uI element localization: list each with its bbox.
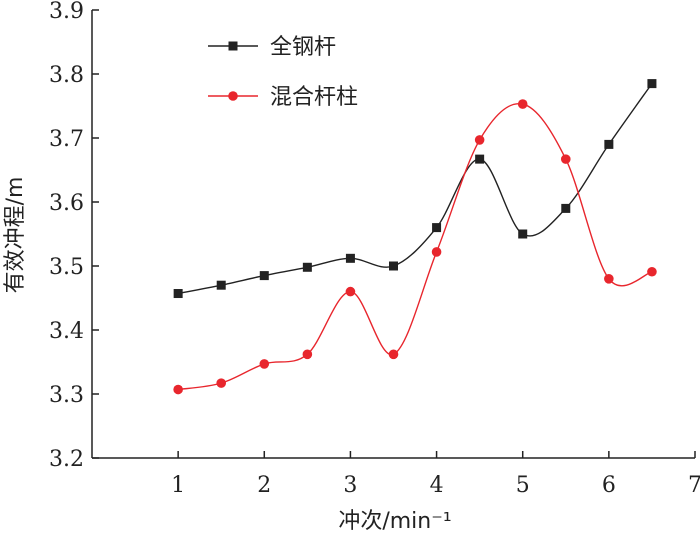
y-tick-label: 3.7 xyxy=(49,127,84,152)
data-point xyxy=(389,261,398,271)
data-point xyxy=(475,154,485,164)
legend-marker xyxy=(228,91,238,101)
data-point xyxy=(302,262,312,272)
series-1-line xyxy=(178,83,653,295)
x-tick-label: 6 xyxy=(602,473,616,498)
data-point xyxy=(560,154,571,164)
legend-item-2: 混合杆柱 xyxy=(208,85,358,110)
series-2 xyxy=(173,99,657,395)
x-tick-label: 5 xyxy=(516,473,530,498)
data-point xyxy=(647,266,657,277)
data-point xyxy=(647,79,657,89)
y-tick-label: 3.2 xyxy=(49,447,84,472)
data-point xyxy=(561,203,571,213)
y-axis-title: 有效冲程/m xyxy=(3,177,28,294)
data-point xyxy=(604,139,614,149)
data-point xyxy=(302,349,313,360)
y-tick-label: 3.8 xyxy=(49,63,84,88)
data-point xyxy=(173,384,183,395)
data-point xyxy=(259,271,269,281)
y-tick-label: 3.3 xyxy=(49,383,84,408)
y-tick-label: 3.5 xyxy=(49,255,84,280)
series-1 xyxy=(173,79,657,299)
data-point xyxy=(517,99,528,109)
data-point xyxy=(388,349,399,360)
data-point xyxy=(216,378,227,388)
y-tick-label: 3.4 xyxy=(49,319,84,344)
data-point xyxy=(604,274,614,284)
data-point xyxy=(345,253,355,263)
legend-item-1: 全钢杆 xyxy=(208,35,336,60)
legend-label: 全钢杆 xyxy=(270,35,336,60)
data-point xyxy=(474,135,485,145)
data-point xyxy=(431,247,442,257)
x-tick-label: 3 xyxy=(343,473,357,498)
x-tick-label: 1 xyxy=(171,473,185,498)
x-tick-label: 2 xyxy=(257,473,271,498)
data-point xyxy=(345,286,356,297)
legend-label: 混合杆柱 xyxy=(270,85,358,110)
series-layer xyxy=(173,79,657,395)
axes xyxy=(91,10,695,459)
series-2-line xyxy=(178,102,653,391)
data-point xyxy=(216,280,226,290)
data-point xyxy=(173,289,183,299)
y-axis-ticks: 3.2 3.3 3.4 3.5 3.6 3.7 3.8 3.9 xyxy=(49,0,99,472)
x-axis-ticks: 1 2 3 4 5 6 7 xyxy=(171,451,700,498)
y-tick-label: 3.9 xyxy=(49,0,84,24)
data-point xyxy=(259,359,270,369)
y-tick-label: 3.6 xyxy=(49,191,84,216)
data-point xyxy=(518,229,528,239)
data-point xyxy=(432,223,442,233)
x-axis-title: 冲次/min⁻¹ xyxy=(338,509,451,534)
x-tick-label: 4 xyxy=(430,473,444,498)
legend-marker xyxy=(228,41,238,51)
x-tick-label: 7 xyxy=(688,473,700,498)
